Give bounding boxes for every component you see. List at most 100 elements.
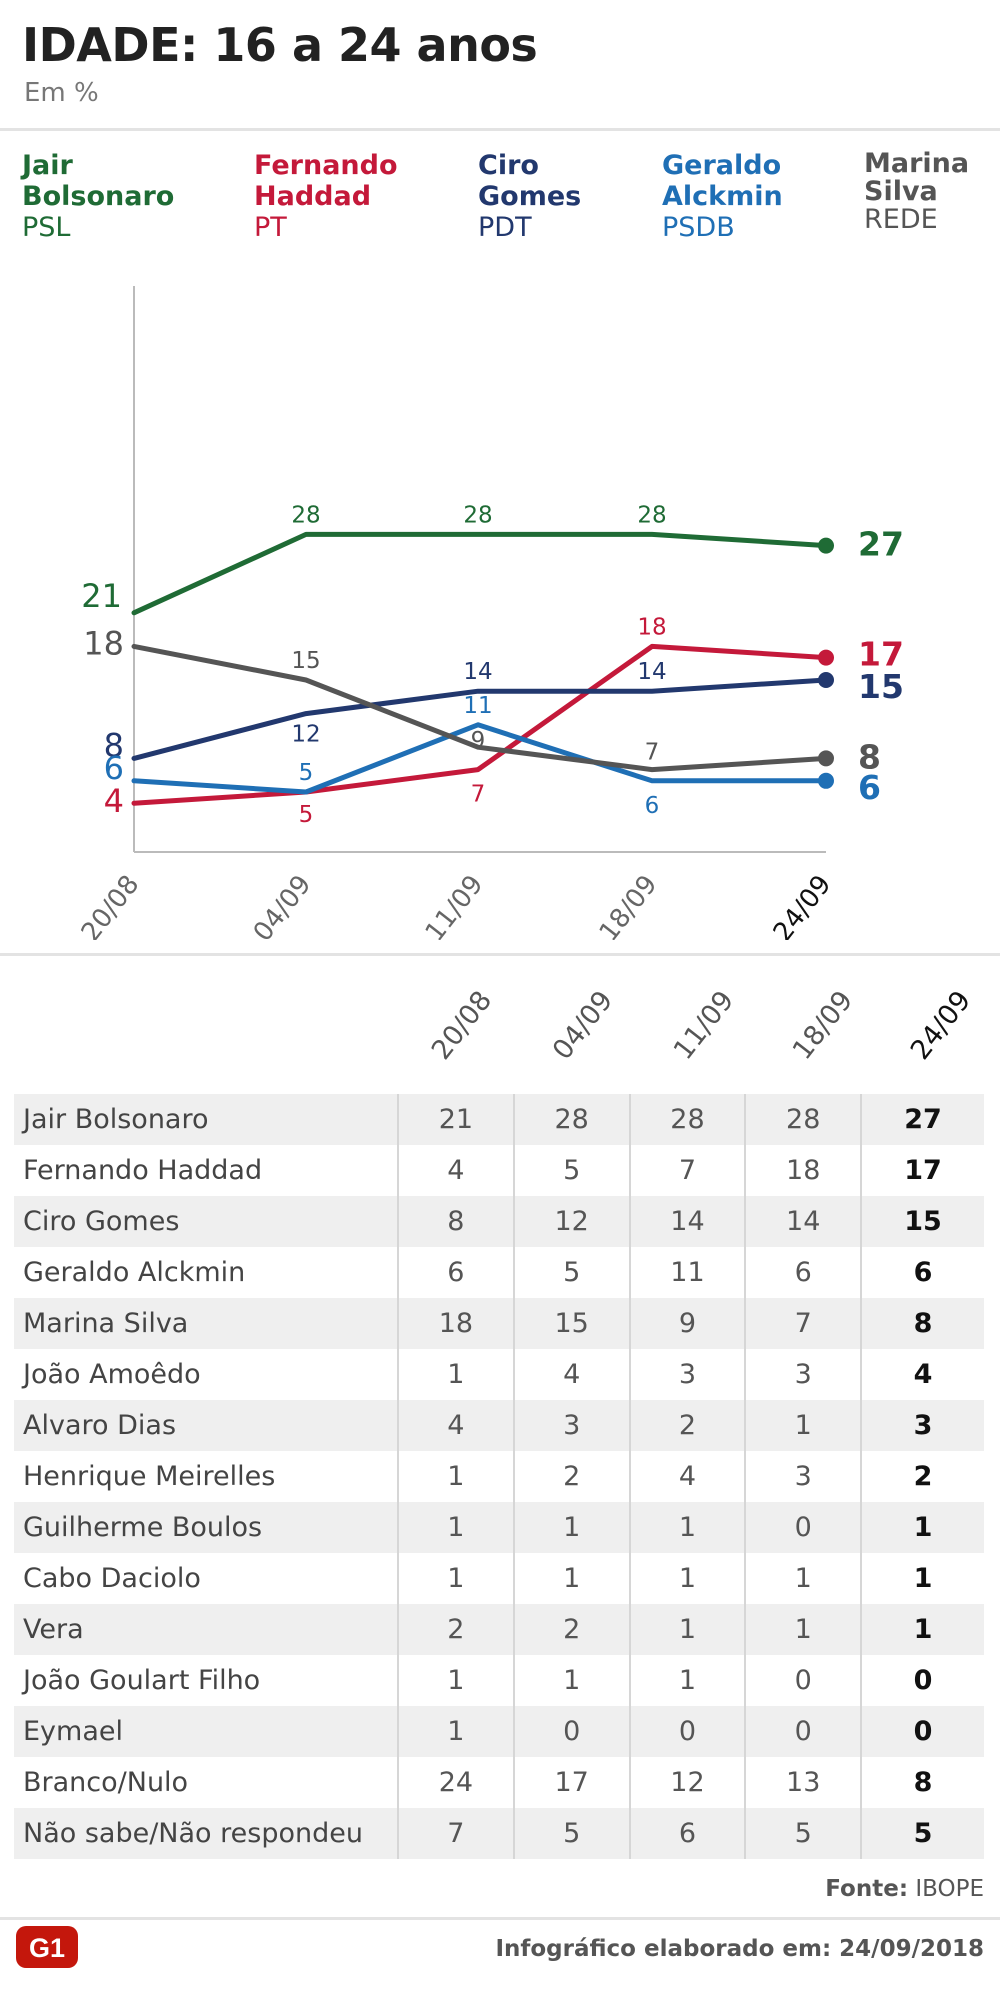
legend-item: Fernando Haddad PT — [254, 150, 454, 243]
data-label: 28 — [463, 502, 492, 528]
series-line — [131, 531, 829, 616]
table-row: Não sabe/Não respondeu 7 5 6 5 5 — [14, 1808, 984, 1859]
table-cell: 5 — [513, 1808, 631, 1859]
table-cell: 8 — [861, 1298, 984, 1349]
table-cell: 8 — [398, 1196, 515, 1247]
table-cell: 0 — [913, 1665, 933, 1696]
legend-item: Geraldo Alckmin PSDB — [662, 150, 862, 243]
legend-item: Jair Bolsonaro PSL — [22, 150, 222, 243]
series-line — [131, 722, 829, 795]
table-cell: 13 — [745, 1757, 863, 1808]
data-label: 14 — [463, 659, 492, 685]
table-cell: 1 — [398, 1451, 515, 1502]
table-cell: 14 — [629, 1196, 747, 1247]
table-row: Ciro Gomes 8 12 14 14 15 — [14, 1196, 984, 1247]
table-cell: 1 — [745, 1553, 863, 1604]
table-cell: 11 — [629, 1247, 747, 1298]
table-cell: 0 — [513, 1706, 631, 1757]
table-cell: 1 — [629, 1655, 747, 1706]
row-name: Cabo Daciolo — [14, 1553, 399, 1604]
table-cell: 0 — [745, 1502, 863, 1553]
legend-party: REDE — [864, 204, 938, 235]
table-cell: 1 — [913, 1563, 933, 1594]
legend-last-name: Bolsonaro — [22, 181, 175, 212]
series-line — [131, 643, 829, 773]
page-subtitle: Em % — [24, 78, 99, 108]
data-label: 6 — [104, 749, 124, 787]
x-tick-label: 04/09 — [248, 870, 318, 940]
table-row: Marina Silva 18 15 9 7 8 — [14, 1298, 984, 1349]
table-cell: 1 — [398, 1706, 515, 1757]
page-title: IDADE: 16 a 24 anos — [22, 18, 538, 72]
table-cell: 15 — [513, 1298, 631, 1349]
row-name: Eymael — [14, 1706, 399, 1757]
row-name: Marina Silva — [14, 1298, 399, 1349]
legend-party: PSL — [22, 212, 71, 243]
legend-last-name: Gomes — [478, 181, 582, 212]
table-cell: 1 — [398, 1349, 515, 1400]
table-cell: 5 — [513, 1247, 631, 1298]
legend-last-name: Silva — [864, 176, 938, 207]
table-cell: 1 — [398, 1655, 515, 1706]
series-line — [131, 643, 829, 806]
table-cell: 4 — [398, 1145, 515, 1196]
row-name: Fernando Haddad — [14, 1145, 399, 1196]
table-cell: 0 — [861, 1706, 984, 1757]
row-name: Geraldo Alckmin — [14, 1247, 399, 1298]
legend-last-name: Haddad — [254, 181, 372, 212]
row-name: João Amoêdo — [14, 1349, 399, 1400]
legend-first-name: Fernando — [254, 150, 398, 181]
table-cell: 9 — [629, 1298, 747, 1349]
legend-first-name: Marina — [864, 148, 970, 179]
series-end-point — [818, 649, 834, 666]
data-label: 18 — [637, 614, 666, 640]
table-cell: 1 — [629, 1502, 747, 1553]
legend-first-name: Geraldo — [662, 150, 782, 181]
table-cell: 1 — [861, 1604, 984, 1655]
column-header: 20/08 — [425, 985, 499, 1066]
row-name: Ciro Gomes — [14, 1196, 399, 1247]
legend-item: Ciro Gomes PDT — [478, 150, 678, 243]
table-cell: 2 — [398, 1604, 515, 1655]
column-header: 04/09 — [546, 985, 620, 1066]
row-name: Vera — [14, 1604, 399, 1655]
table-cell: 0 — [745, 1706, 863, 1757]
table-cell: 3 — [629, 1349, 747, 1400]
data-label: 11 — [463, 693, 492, 719]
table-cell: 7 — [398, 1808, 515, 1859]
made-on-note: Infográfico elaborado em: 24/09/2018 — [495, 1936, 984, 1962]
table-cell: 3 — [745, 1451, 863, 1502]
table-cell: 5 — [513, 1145, 631, 1196]
table-cell: 3 — [513, 1400, 631, 1451]
data-label: 14 — [637, 659, 666, 685]
table-cell: 6 — [913, 1257, 933, 1288]
row-name: João Goulart Filho — [14, 1655, 399, 1706]
table-cell: 18 — [745, 1145, 863, 1196]
x-tick-label: 11/09 — [420, 870, 490, 940]
x-tick-label: 20/08 — [76, 870, 146, 940]
table-cell: 5 — [745, 1808, 863, 1859]
g1-logo: G1 — [16, 1926, 78, 1968]
divider — [0, 1917, 1000, 1920]
table-cell: 14 — [745, 1196, 863, 1247]
source-value: IBOPE — [915, 1876, 984, 1902]
table-cell: 27 — [861, 1094, 984, 1145]
table-row: João Amoêdo 1 4 3 3 4 — [14, 1349, 984, 1400]
data-label: 8 — [104, 726, 124, 764]
column-header: 18/09 — [786, 985, 860, 1066]
table-cell: 1 — [398, 1502, 515, 1553]
row-name: Henrique Meirelles — [14, 1451, 399, 1502]
data-label: 5 — [299, 802, 314, 828]
x-tick-label: 24/09 — [768, 870, 838, 940]
table-cell: 18 — [398, 1298, 515, 1349]
data-label: 7 — [471, 782, 486, 808]
logo-text: G1 — [29, 1933, 65, 1963]
legend-item: Marina Silva REDE — [864, 150, 1000, 234]
table-cell: 28 — [513, 1094, 631, 1145]
table-cell: 6 — [398, 1247, 515, 1298]
data-label: 8 — [858, 737, 881, 776]
table-cell: 17 — [513, 1757, 631, 1808]
row-name: Jair Bolsonaro — [14, 1094, 399, 1145]
series-end-point — [818, 537, 834, 554]
table-row: Jair Bolsonaro 21 28 28 28 27 — [14, 1094, 984, 1145]
